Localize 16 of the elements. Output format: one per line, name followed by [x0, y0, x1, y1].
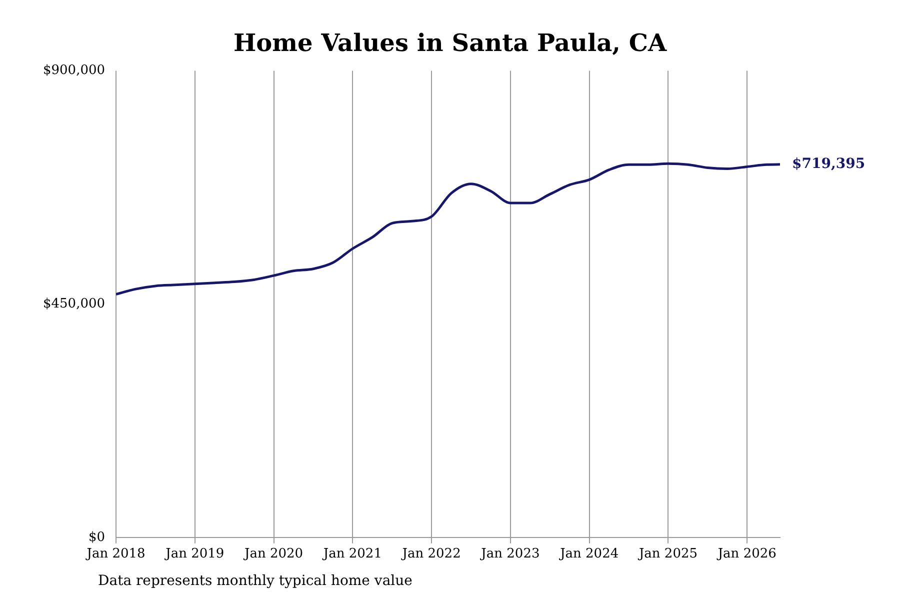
- x-tick-label: Jan 2026: [716, 546, 776, 562]
- y-tick-label: $900,000: [43, 63, 106, 78]
- x-tick-label: Jan 2022: [400, 546, 461, 562]
- y-tick-label: $450,000: [43, 296, 106, 312]
- chart-title: Home Values in Santa Paula, CA: [232, 28, 668, 57]
- x-tick-label: Jan 2024: [558, 546, 619, 562]
- y-tick-label: $0: [88, 530, 106, 545]
- annotation: $719,395: [792, 156, 866, 172]
- x-tick-label: Jan 2021: [321, 546, 382, 562]
- text: Data represents monthly typical home value: [98, 573, 412, 589]
- x-tick-label: Jan 2018: [84, 546, 146, 562]
- x-tick-label: Jan 2023: [479, 546, 540, 562]
- x-tick-label: Jan 2020: [242, 546, 304, 562]
- x-tick-label: Jan 2025: [636, 546, 698, 562]
- x-tick-label: Jan 2019: [164, 546, 224, 562]
- line-series: [116, 162, 780, 296]
